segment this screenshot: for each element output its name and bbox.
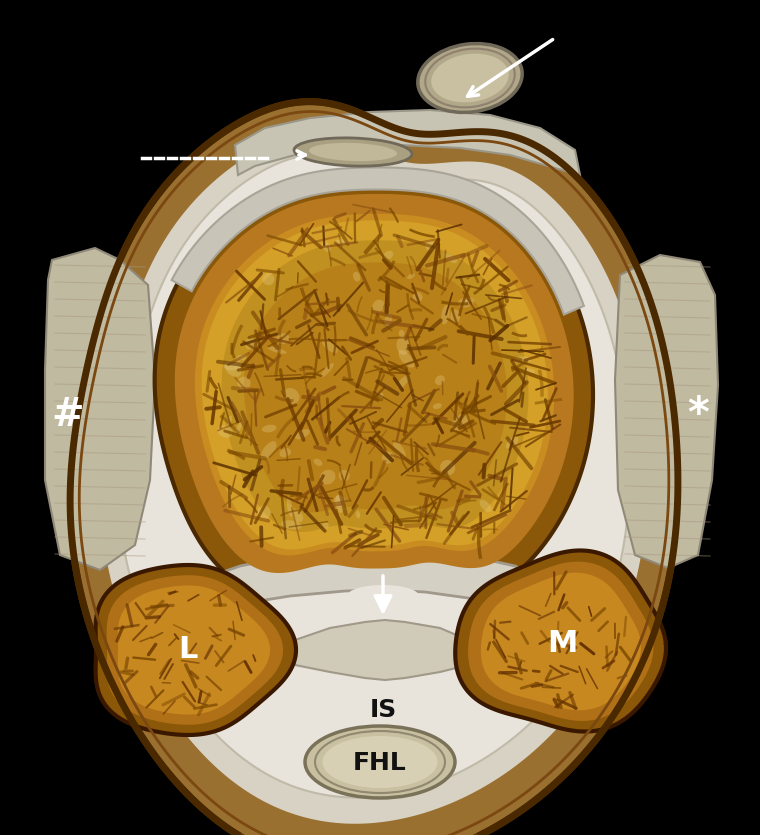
Ellipse shape	[347, 585, 419, 607]
Ellipse shape	[524, 368, 535, 373]
Ellipse shape	[295, 429, 310, 439]
Ellipse shape	[217, 425, 233, 438]
Ellipse shape	[450, 309, 460, 324]
Text: L: L	[179, 635, 198, 665]
Ellipse shape	[399, 330, 404, 337]
Ellipse shape	[372, 300, 385, 311]
Ellipse shape	[227, 415, 232, 427]
Ellipse shape	[431, 53, 508, 103]
Ellipse shape	[398, 350, 414, 367]
Ellipse shape	[262, 425, 277, 433]
Ellipse shape	[236, 355, 243, 362]
Ellipse shape	[379, 392, 383, 398]
Text: IS: IS	[369, 698, 397, 722]
Ellipse shape	[407, 273, 415, 279]
Ellipse shape	[280, 448, 291, 457]
Ellipse shape	[397, 376, 408, 388]
Ellipse shape	[293, 510, 303, 523]
Polygon shape	[96, 565, 296, 735]
Ellipse shape	[444, 253, 458, 263]
Ellipse shape	[480, 499, 492, 512]
Ellipse shape	[234, 421, 243, 436]
Ellipse shape	[276, 333, 290, 344]
Polygon shape	[100, 134, 648, 824]
Ellipse shape	[322, 340, 337, 353]
Ellipse shape	[458, 297, 474, 307]
Ellipse shape	[309, 143, 397, 161]
Ellipse shape	[223, 362, 237, 371]
Ellipse shape	[322, 240, 331, 252]
Ellipse shape	[513, 357, 531, 363]
Text: #: #	[52, 396, 84, 434]
Polygon shape	[468, 562, 654, 721]
Ellipse shape	[322, 523, 329, 529]
Ellipse shape	[261, 441, 277, 459]
Ellipse shape	[305, 726, 455, 798]
Ellipse shape	[287, 497, 293, 517]
Polygon shape	[119, 154, 629, 797]
Ellipse shape	[435, 375, 445, 385]
Polygon shape	[118, 585, 270, 715]
Ellipse shape	[384, 314, 392, 326]
Ellipse shape	[225, 361, 242, 377]
Polygon shape	[70, 102, 678, 835]
Polygon shape	[235, 110, 580, 175]
Ellipse shape	[236, 361, 242, 372]
Ellipse shape	[322, 736, 438, 788]
Ellipse shape	[267, 347, 287, 354]
Ellipse shape	[506, 437, 518, 449]
Ellipse shape	[397, 336, 410, 355]
Ellipse shape	[262, 273, 274, 286]
Ellipse shape	[442, 305, 450, 325]
Polygon shape	[45, 248, 155, 570]
Ellipse shape	[294, 138, 412, 166]
Ellipse shape	[440, 460, 455, 475]
Polygon shape	[201, 220, 548, 549]
Ellipse shape	[356, 511, 360, 519]
Ellipse shape	[321, 363, 334, 377]
Polygon shape	[481, 573, 641, 711]
Ellipse shape	[335, 240, 348, 245]
Ellipse shape	[320, 470, 335, 484]
Ellipse shape	[339, 470, 350, 481]
Ellipse shape	[418, 43, 522, 113]
Ellipse shape	[245, 338, 257, 350]
Polygon shape	[195, 214, 554, 555]
Text: M: M	[546, 629, 577, 657]
Polygon shape	[244, 262, 507, 513]
Ellipse shape	[335, 494, 344, 514]
Ellipse shape	[384, 250, 393, 260]
Polygon shape	[222, 240, 528, 532]
Polygon shape	[175, 194, 574, 573]
Ellipse shape	[258, 505, 271, 519]
Ellipse shape	[314, 458, 322, 466]
Polygon shape	[172, 167, 584, 315]
Text: *: *	[687, 394, 709, 436]
Ellipse shape	[353, 272, 360, 281]
Ellipse shape	[393, 442, 406, 459]
Polygon shape	[192, 548, 555, 618]
Polygon shape	[295, 620, 468, 680]
Text: FHL: FHL	[353, 751, 407, 775]
Ellipse shape	[242, 354, 246, 361]
Ellipse shape	[432, 403, 442, 409]
Ellipse shape	[425, 240, 435, 251]
Ellipse shape	[461, 299, 472, 304]
Ellipse shape	[237, 377, 251, 390]
Ellipse shape	[334, 495, 345, 508]
Polygon shape	[106, 575, 283, 725]
Polygon shape	[615, 255, 718, 568]
Ellipse shape	[382, 452, 394, 463]
Polygon shape	[455, 550, 666, 731]
Ellipse shape	[451, 414, 468, 431]
Ellipse shape	[281, 520, 302, 529]
Polygon shape	[155, 174, 593, 590]
Ellipse shape	[283, 388, 299, 404]
Ellipse shape	[413, 292, 423, 302]
